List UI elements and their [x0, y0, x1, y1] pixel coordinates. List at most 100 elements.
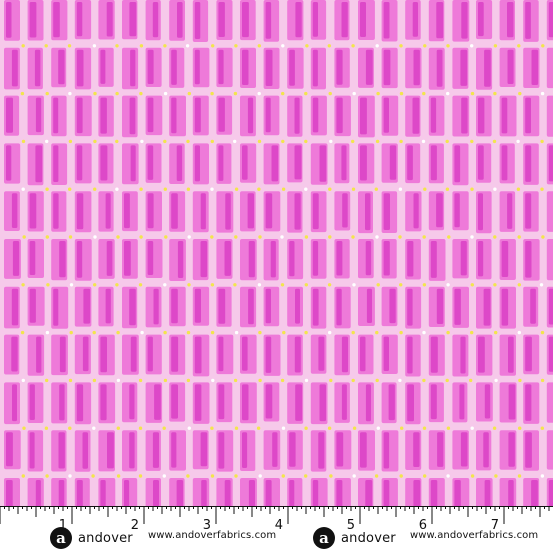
yellow-dot	[68, 187, 72, 191]
pink-bar-stripe	[407, 288, 413, 326]
pink-bar-stripe	[218, 49, 224, 85]
white-dot	[304, 378, 309, 383]
pink-bar-stripe	[383, 49, 391, 86]
pink-bar-stripe	[478, 2, 484, 37]
yellow-dot	[163, 187, 167, 191]
yellow-dot	[446, 426, 451, 430]
white-dot	[446, 474, 450, 478]
yellow-dot	[258, 330, 262, 335]
yellow-dot	[423, 474, 427, 478]
pink-bar-stripe	[218, 288, 226, 324]
pink-bar-stripe	[76, 2, 83, 37]
yellow-dot	[399, 44, 403, 48]
white-dot	[45, 330, 50, 335]
pink-bar-stripe	[360, 336, 366, 372]
pink-bar-stripe	[460, 432, 468, 467]
pink-bar-stripe	[11, 49, 18, 87]
yellow-dot	[45, 235, 49, 239]
yellow-dot	[44, 44, 48, 48]
yellow-dot	[398, 235, 402, 239]
pink-bar-stripe	[360, 432, 367, 468]
yellow-dot	[352, 426, 357, 430]
pink-bar-stripe	[461, 2, 468, 39]
yellow-dot	[375, 378, 379, 383]
pink-bar-stripe	[59, 241, 66, 278]
pink-bar-stripe	[531, 480, 538, 506]
yellow-dot	[211, 44, 215, 48]
pink-bar-stripe	[383, 241, 390, 276]
white-dot	[375, 44, 379, 48]
white-dot	[328, 330, 332, 335]
pink-bar-stripe	[130, 145, 136, 182]
pink-bar-stripe	[271, 145, 279, 182]
yellow-dot	[540, 330, 545, 335]
yellow-dot	[329, 378, 333, 383]
pink-bar-stripe	[430, 145, 437, 181]
pink-bar-stripe	[336, 241, 343, 276]
yellow-dot	[445, 378, 449, 383]
white-dot	[140, 330, 144, 335]
yellow-dot	[493, 44, 498, 48]
pink-bar-stripe	[29, 2, 37, 38]
white-dot	[516, 139, 520, 144]
yellow-dot	[21, 44, 25, 48]
website-url: www.andoverfabrics.com	[410, 530, 539, 541]
pink-bar-stripe	[272, 432, 278, 467]
yellow-dot	[257, 139, 262, 144]
yellow-dot	[234, 426, 239, 430]
pink-bar-stripe	[58, 432, 65, 469]
pink-bar-stripe	[437, 432, 444, 467]
pink-bar-stripe	[59, 336, 66, 373]
pink-bar-stripe	[171, 432, 177, 468]
pink-bar-stripe	[154, 384, 161, 420]
pink-bar-stripe	[35, 145, 43, 183]
pink-bar-stripe	[242, 49, 249, 85]
yellow-dot	[446, 44, 450, 48]
pink-bar-stripe	[171, 336, 179, 372]
yellow-dot	[518, 378, 522, 383]
yellow-dot	[517, 44, 521, 48]
white-dot	[68, 474, 72, 478]
yellow-dot	[540, 139, 544, 144]
pink-bar-stripe	[413, 432, 420, 467]
white-dot	[304, 187, 308, 191]
yellow-dot	[422, 426, 427, 430]
yellow-dot	[304, 139, 308, 144]
pink-bar-stripe	[59, 384, 65, 421]
yellow-dot	[445, 139, 449, 144]
pink-bar	[122, 47, 139, 90]
yellow-dot	[20, 91, 25, 96]
pink-bar-stripe	[218, 432, 225, 469]
yellow-dot	[470, 283, 474, 287]
yellow-dot	[470, 330, 474, 335]
pink-bar-stripe	[501, 97, 508, 134]
pink-bar-stripe	[341, 145, 347, 181]
pink-bar	[192, 478, 210, 506]
yellow-dot	[186, 139, 190, 144]
pink-bar-stripe	[242, 145, 248, 180]
yellow-dot	[470, 187, 474, 191]
yellow-dot	[493, 91, 497, 96]
yellow-dot	[518, 426, 522, 430]
brand-name: andover	[78, 530, 133, 546]
pink-bar-stripe	[312, 2, 318, 37]
pink-bar-stripe	[312, 49, 318, 87]
yellow-dot	[93, 187, 97, 191]
pink-bar-stripe	[34, 49, 41, 87]
yellow-dot	[93, 91, 97, 96]
yellow-dot	[517, 235, 521, 239]
yellow-dot	[234, 474, 238, 478]
pink-bar-stripe	[106, 241, 113, 276]
yellow-dot	[399, 330, 403, 335]
yellow-dot	[22, 235, 26, 239]
pink-bar-stripe	[194, 145, 200, 182]
white-dot	[92, 426, 96, 430]
yellow-dot	[399, 283, 403, 287]
pink-bar-stripe	[171, 49, 177, 85]
white-dot	[540, 91, 545, 96]
white-dot	[257, 91, 261, 96]
pink-bar-stripe	[312, 193, 319, 230]
yellow-dot	[46, 283, 50, 287]
pink-bar-stripe	[383, 2, 390, 39]
pink-bar-stripe	[100, 336, 107, 373]
